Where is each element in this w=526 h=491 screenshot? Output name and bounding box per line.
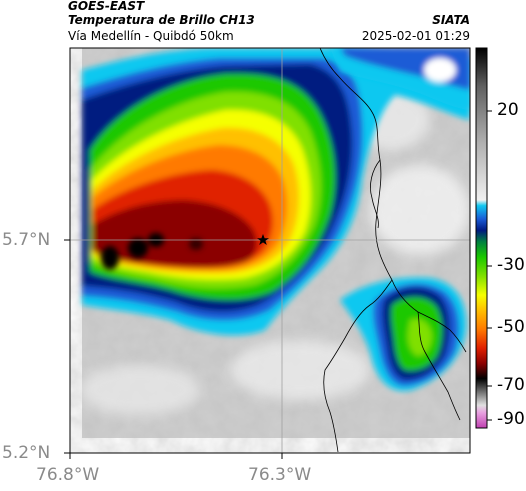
datetime-label: 2025-02-01 01:29 bbox=[361, 29, 470, 43]
star-icon bbox=[257, 234, 269, 245]
map-frame bbox=[69, 47, 471, 454]
colorbar bbox=[476, 48, 487, 428]
lat-label-5-2: 5.2°N bbox=[2, 443, 51, 463]
colorbar-ticks bbox=[487, 110, 492, 421]
border-lines bbox=[319, 48, 467, 453]
product-title: Temperatura de Brillo CH13 bbox=[68, 13, 255, 27]
route-subtitle: Vía Medellín - Quibdó 50km bbox=[68, 29, 234, 43]
colorbar-label-minus70: -70 bbox=[497, 375, 525, 395]
agency-label: SIATA bbox=[432, 13, 470, 27]
colorbar-label-20: 20 bbox=[497, 100, 519, 120]
lon-label-76-3: 76.3°W bbox=[248, 465, 312, 485]
brightness-temperature-map bbox=[70, 48, 470, 453]
lon-label-76-8: 76.8°W bbox=[36, 465, 100, 485]
colorbar-label-minus50: -50 bbox=[497, 317, 525, 337]
colorbar-label-minus30: -30 bbox=[497, 255, 525, 275]
colorbar-label-minus90: -90 bbox=[497, 409, 525, 429]
satellite-title: GOES-EAST bbox=[68, 0, 145, 13]
lat-label-5-7: 5.7°N bbox=[2, 230, 51, 250]
